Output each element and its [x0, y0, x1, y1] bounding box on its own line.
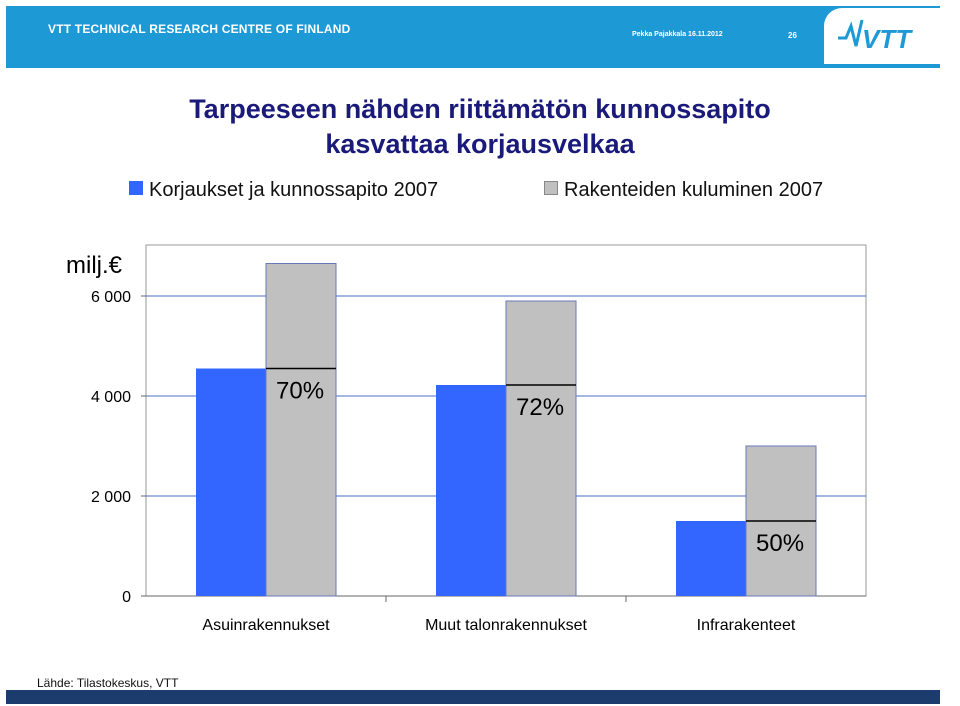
y-tick-label: 4 000 — [91, 389, 131, 406]
source-note: Lähde: Tilastokeskus, VTT — [37, 676, 179, 690]
logo-text: VTT — [862, 24, 913, 54]
y-tick-label: 6 000 — [91, 289, 131, 306]
bar-wear — [505, 300, 577, 597]
header-bar — [6, 6, 940, 68]
bar-repairs — [436, 385, 506, 596]
bar-repairs — [196, 368, 266, 596]
legend-label-wear: Rakenteiden kuluminen 2007 — [564, 179, 824, 201]
title-line-2: kasvattaa korjausvelkaa — [325, 129, 635, 159]
category-label: Asuinrakennukset — [202, 617, 330, 634]
bar-wear — [265, 263, 337, 597]
title-line-1: Tarpeeseen nähden riittämätön kunnossapi… — [189, 94, 771, 124]
organization-name: VTT TECHNICAL RESEARCH CENTRE OF FINLAND — [48, 22, 351, 36]
footer-bar — [6, 690, 940, 704]
page-number: 26 — [788, 31, 797, 40]
category-label: Infrarakenteet — [697, 617, 796, 634]
vtt-logo-icon: VTT — [838, 19, 913, 54]
vtt-logo: VTT — [824, 8, 940, 64]
y-tick-label: 0 — [122, 589, 131, 606]
legend-item-wear: Rakenteiden kuluminen 2007 — [544, 179, 823, 202]
ratio-label: 70% — [276, 378, 324, 405]
unit-label: milj.€ — [66, 252, 123, 279]
ratio-label: 72% — [516, 394, 564, 421]
bar-repairs — [676, 521, 746, 596]
legend-label-repairs: Korjaukset ja kunnossapito 2007 — [149, 179, 439, 201]
legend-swatch-repairs — [129, 181, 143, 195]
ratio-label: 50% — [756, 530, 804, 557]
presenter-date: Pekka Pajakkala 16.11.2012 — [632, 31, 723, 38]
footer-gap — [940, 690, 960, 704]
slide-title: Tarpeeseen nähden riittämätön kunnossapi… — [80, 92, 880, 162]
y-tick-label: 2 000 — [91, 489, 131, 506]
legend-swatch-wear — [544, 181, 558, 195]
category-label: Muut talonrakennukset — [425, 617, 587, 634]
legend-item-repairs: Korjaukset ja kunnossapito 2007 — [129, 179, 438, 202]
